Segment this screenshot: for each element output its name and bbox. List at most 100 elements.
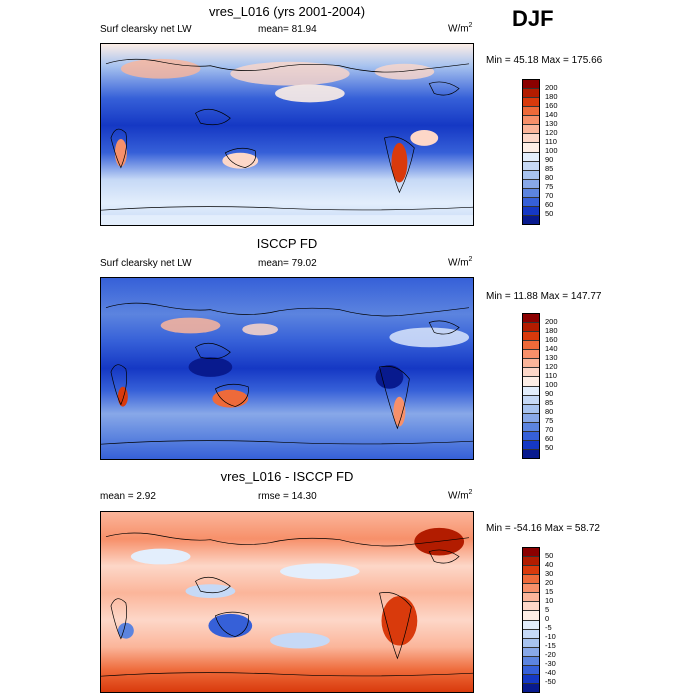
colorbar-tick-label: -10	[545, 632, 556, 641]
colorbar-tick-label: -20	[545, 650, 556, 659]
panel-3-swatch	[523, 683, 539, 692]
panel-1-swatch	[523, 215, 539, 224]
colorbar-tick-label: 200	[545, 317, 558, 326]
panel-2-map	[100, 277, 474, 460]
colorbar-tick-label: 60	[545, 434, 554, 443]
colorbar-tick-label: 80	[545, 173, 554, 182]
colorbar-tick-label: -5	[545, 623, 552, 632]
panel-2-swatch	[523, 386, 539, 396]
panel-2-variable-label: Surf clearsky net LW	[100, 258, 192, 269]
panel-1-swatch	[523, 188, 539, 198]
panel-3-swatch	[523, 647, 539, 657]
colorbar-tick-label: 200	[545, 83, 558, 92]
colorbar-tick-label: 180	[545, 92, 558, 101]
colorbar-tick-label: 120	[545, 362, 558, 371]
colorbar-tick-label: 160	[545, 335, 558, 344]
panel-2-swatch	[523, 422, 539, 432]
colorbar-tick-label: 160	[545, 101, 558, 110]
colorbar-tick-label: -30	[545, 659, 556, 668]
panel-2-colorbar	[522, 313, 540, 459]
panel-1-swatch	[523, 125, 539, 135]
colorbar-tick-label: 85	[545, 398, 554, 407]
colorbar-tick-label: 70	[545, 425, 554, 434]
panel-3-swatch	[523, 611, 539, 621]
panel-3-swatch	[523, 566, 539, 576]
panel-3-mean-label: mean = 2.92	[100, 491, 156, 502]
panel-2-minmax: Min = 11.88 Max = 147.77	[486, 291, 602, 302]
colorbar-tick-label: -40	[545, 668, 556, 677]
panel-1-swatch	[523, 170, 539, 180]
panel-2-swatch	[523, 395, 539, 405]
colorbar-tick-label: 130	[545, 353, 558, 362]
season-label: DJF	[512, 6, 554, 31]
panel-1-title: vres_L016 (yrs 2001-2004)	[208, 4, 366, 19]
colorbar-tick-label: 75	[545, 182, 554, 191]
colorbar-tick-label: 110	[545, 371, 557, 380]
panel-1-minmax: Min = 45.18 Max = 175.66	[486, 55, 603, 66]
panel-3-swatch	[523, 584, 539, 594]
panel-2-swatch	[523, 413, 539, 423]
panel-2-swatch	[523, 332, 539, 342]
colorbar-tick-label: 90	[545, 389, 554, 398]
panel-2-mean-label: mean= 79.02	[258, 258, 317, 269]
panel-2-title: ISCCP FD	[256, 236, 318, 251]
colorbar-tick-label: 0	[545, 614, 550, 623]
panel-2-swatch	[523, 314, 539, 324]
panel-3-swatch	[523, 602, 539, 612]
panel-2-swatch	[523, 440, 539, 450]
panel-1-swatch	[523, 161, 539, 171]
colorbar-tick-label: 60	[545, 200, 554, 209]
colorbar-tick-label: 5	[545, 605, 550, 614]
panel-2-swatch	[523, 404, 539, 414]
colorbar-tick-label: 100	[545, 146, 558, 155]
panel-3-title: vres_L016 - ISCCP FD	[220, 469, 354, 484]
panel-3-swatch	[523, 656, 539, 666]
colorbar-tick-label: 100	[545, 380, 558, 389]
panel-1-swatch	[523, 80, 539, 90]
colorbar-tick-label: 140	[545, 344, 558, 353]
colorbar-tick-label: 40	[545, 560, 554, 569]
panel-3-colorbar	[522, 547, 540, 693]
colorbar-tick-label: 10	[545, 596, 554, 605]
colorbar-tick-label: 180	[545, 326, 558, 335]
panel-3-swatch	[523, 638, 539, 648]
panel-3-swatch	[523, 629, 539, 639]
colorbar-tick-label: -15	[545, 641, 556, 650]
panel-2-swatch	[523, 449, 539, 458]
panel-3-swatch	[523, 575, 539, 585]
panel-1-variable-label: Surf clearsky net LW	[100, 24, 192, 35]
panel-2-units: W/m2	[448, 256, 473, 269]
panel-3-swatch	[523, 665, 539, 675]
colorbar-tick-label: 15	[545, 587, 554, 596]
colorbar-tick-label: 80	[545, 407, 554, 416]
panel-3-swatch	[523, 557, 539, 567]
panel-3-minmax: Min = -54.16 Max = 58.72	[486, 523, 600, 534]
panel-2-swatch	[523, 341, 539, 351]
colorbar-tick-label: 85	[545, 164, 554, 173]
panel-3-map	[100, 511, 474, 693]
colorbar-tick-label: 50	[545, 443, 554, 452]
panel-3-swatch	[523, 620, 539, 630]
panel-3-swatch	[523, 548, 539, 558]
colorbar-tick-label: 20	[545, 578, 554, 587]
panel-3-rmse-label: rmse = 14.30	[258, 491, 317, 502]
panel-1-swatch	[523, 98, 539, 108]
panel-3-swatch	[523, 674, 539, 684]
panel-2-swatch	[523, 377, 539, 387]
colorbar-tick-label: -50	[545, 677, 556, 686]
panel-2-swatch	[523, 350, 539, 360]
panel-1-swatch	[523, 197, 539, 207]
panel-2-swatch	[523, 359, 539, 369]
colorbar-tick-label: 70	[545, 191, 554, 200]
panel-1-swatch	[523, 107, 539, 117]
colorbar-tick-label: 50	[545, 209, 554, 218]
panel-2-swatch	[523, 323, 539, 333]
colorbar-tick-label: 110	[545, 137, 557, 146]
colorbar-tick-label: 50	[545, 551, 554, 560]
panel-1-swatch	[523, 206, 539, 216]
panel-1-swatch	[523, 134, 539, 144]
panel-2-swatch	[523, 368, 539, 378]
panel-1-swatch	[523, 152, 539, 162]
panel-1-swatch	[523, 143, 539, 153]
panel-3-swatch	[523, 593, 539, 603]
